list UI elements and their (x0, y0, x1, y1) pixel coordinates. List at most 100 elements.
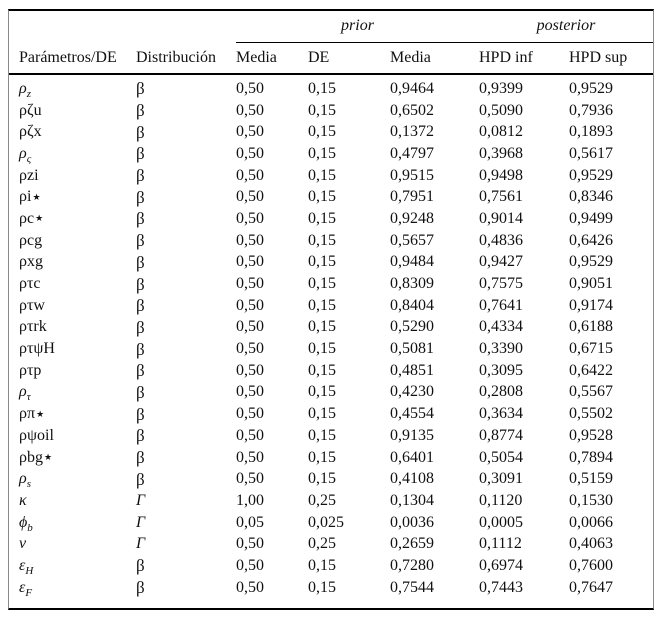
prior-media-cell: 0,50 (236, 426, 264, 444)
posterior-media-cell: 0,8309 (390, 275, 434, 293)
hpd-sup-cell: 0,6188 (569, 318, 613, 336)
param-name-cell: κ (9, 490, 136, 512)
param-glyph: b (27, 521, 33, 534)
distribution-cell: β (136, 361, 145, 381)
hpd-inf-cell: 0,9427 (479, 253, 523, 271)
distribution-cell: Γ (136, 491, 146, 509)
hpd-inf-cell: 0,3968 (479, 144, 523, 162)
prior-media-cell: 0,50 (236, 209, 264, 227)
posterior-media-cell: 0,9464 (390, 79, 434, 97)
param-name-cell: ρbg★ (9, 447, 136, 469)
hpd-sup-cell: 0,6426 (569, 231, 613, 249)
posterior-media-cell: 0,4797 (390, 144, 434, 162)
group-header-row: prior posterior (9, 11, 654, 43)
hpd-sup-cell: 0,1893 (569, 123, 613, 141)
prior-de-cell: 0,15 (308, 426, 336, 444)
distribution-cell: Γ (136, 535, 146, 553)
star-icon: ★ (35, 214, 44, 225)
distribution-cell: β (136, 339, 145, 359)
param-glyph: ρcg (19, 231, 43, 249)
param-name-cell: ρτrk (9, 317, 136, 339)
param-glyph: z (26, 87, 31, 100)
prior-media-cell: 0,50 (236, 383, 264, 401)
param-glyph: ρτw (19, 296, 45, 314)
posterior-media-cell: 0,5290 (390, 318, 434, 336)
param-glyph: ρ (19, 79, 27, 97)
col-header-hpd-inf: HPD inf (479, 43, 569, 75)
distribution-cell: β (136, 469, 145, 489)
prior-de-cell: 0,15 (308, 253, 336, 271)
table-row: κ Γ 1,00 0,25 0,1304 0,1120 0,1530 (9, 490, 653, 512)
table-row: ρς β 0,50 0,15 0,4797 0,3968 0,5617 (9, 143, 653, 165)
param-glyph: ρζx (19, 123, 42, 141)
prior-media-cell: 0,50 (236, 535, 264, 553)
param-glyph: ε (19, 578, 26, 596)
col-header-posterior-media: Media (390, 43, 479, 75)
hpd-sup-cell: 0,5159 (569, 470, 613, 488)
distribution-cell: β (136, 274, 145, 294)
param-name-cell: ρτp (9, 360, 136, 382)
parameters-estimation-table: prior posterior Parámetros/DE Distribuci… (8, 9, 655, 610)
table-row: ρτrk β 0,50 0,15 0,5290 0,4334 0,6188 (9, 317, 653, 339)
hpd-sup-cell: 0,9529 (569, 253, 613, 271)
param-glyph: ρτp (19, 361, 42, 379)
prior-media-cell: 0,50 (236, 166, 264, 184)
posterior-media-cell: 0,4554 (390, 405, 434, 423)
posterior-media-cell: 0,5081 (390, 340, 434, 358)
prior-de-cell: 0,025 (308, 513, 344, 531)
prior-media-cell: 0,50 (236, 361, 264, 379)
param-glyph: ρ (19, 470, 27, 488)
distribution-cell: β (136, 122, 145, 142)
distribution-cell: β (136, 166, 145, 186)
param-glyph: ρτψH (19, 340, 55, 358)
hpd-inf-cell: 0,1120 (479, 491, 523, 509)
posterior-media-cell: 0,7544 (390, 578, 434, 596)
param-glyph: F (25, 586, 33, 599)
table-row: ν Γ 0,50 0,25 0,2659 0,1112 0,4063 (9, 533, 653, 555)
table-row: ρζx β 0,50 0,15 0,1372 0,0812 0,1893 (9, 121, 653, 143)
prior-de-cell: 0,15 (308, 275, 336, 293)
table-row: ρbg★ β 0,50 0,15 0,6401 0,5054 0,7894 (9, 447, 653, 469)
table-row: ρxg β 0,50 0,15 0,9484 0,9427 0,9529 (9, 252, 653, 274)
param-glyph: H (25, 564, 34, 577)
prior-media-cell: 0,50 (236, 470, 264, 488)
posterior-media-cell: 0,7951 (390, 188, 434, 206)
param-name-cell: ρcg (9, 230, 136, 252)
hpd-sup-cell: 0,7894 (569, 448, 613, 466)
prior-media-cell: 0,50 (236, 144, 264, 162)
table-row: ρc★ β 0,50 0,15 0,9248 0,9014 0,9499 (9, 208, 653, 230)
hpd-inf-cell: 0,6974 (479, 556, 523, 574)
hpd-inf-cell: 0,9498 (479, 166, 523, 184)
prior-media-cell: 0,50 (236, 318, 264, 336)
prior-media-cell: 0,50 (236, 101, 264, 119)
hpd-sup-cell: 0,9174 (569, 296, 613, 314)
prior-de-cell: 0,15 (308, 578, 336, 596)
hpd-sup-cell: 0,7647 (569, 578, 613, 596)
table-row: ϕb Γ 0,05 0,025 0,0036 0,0005 0,0066 (9, 512, 653, 534)
param-name-cell: ρs (9, 468, 136, 490)
param-name-cell: ρτw (9, 295, 136, 317)
param-glyph: ρψoil (19, 426, 54, 444)
hpd-inf-cell: 0,3091 (479, 470, 523, 488)
hpd-sup-cell: 0,9529 (569, 79, 613, 97)
param-glyph: ρτrk (19, 318, 47, 336)
hpd-sup-cell: 0,9499 (569, 209, 613, 227)
posterior-media-cell: 0,8404 (390, 296, 434, 314)
prior-media-cell: 0,50 (236, 79, 264, 97)
param-glyph: ρbg (19, 448, 43, 466)
hpd-inf-cell: 0,5054 (479, 448, 523, 466)
distribution-cell: β (136, 252, 145, 272)
prior-de-cell: 0,15 (308, 556, 336, 574)
table-row: ρi★ β 0,50 0,15 0,7951 0,7561 0,8346 (9, 186, 653, 208)
prior-media-cell: 0,50 (236, 253, 264, 271)
hpd-inf-cell: 0,3095 (479, 361, 523, 379)
param-glyph: ϕ (19, 513, 28, 531)
table-row: ρπ★ β 0,50 0,15 0,4554 0,3634 0,5502 (9, 403, 653, 425)
param-name-cell: ϕb (9, 512, 136, 534)
hpd-inf-cell: 0,3390 (479, 340, 523, 358)
prior-de-cell: 0,15 (308, 231, 336, 249)
hpd-sup-cell: 0,5617 (569, 144, 613, 162)
hpd-sup-cell: 0,8346 (569, 188, 613, 206)
posterior-media-cell: 0,4851 (390, 361, 434, 379)
hpd-inf-cell: 0,7561 (479, 188, 523, 206)
